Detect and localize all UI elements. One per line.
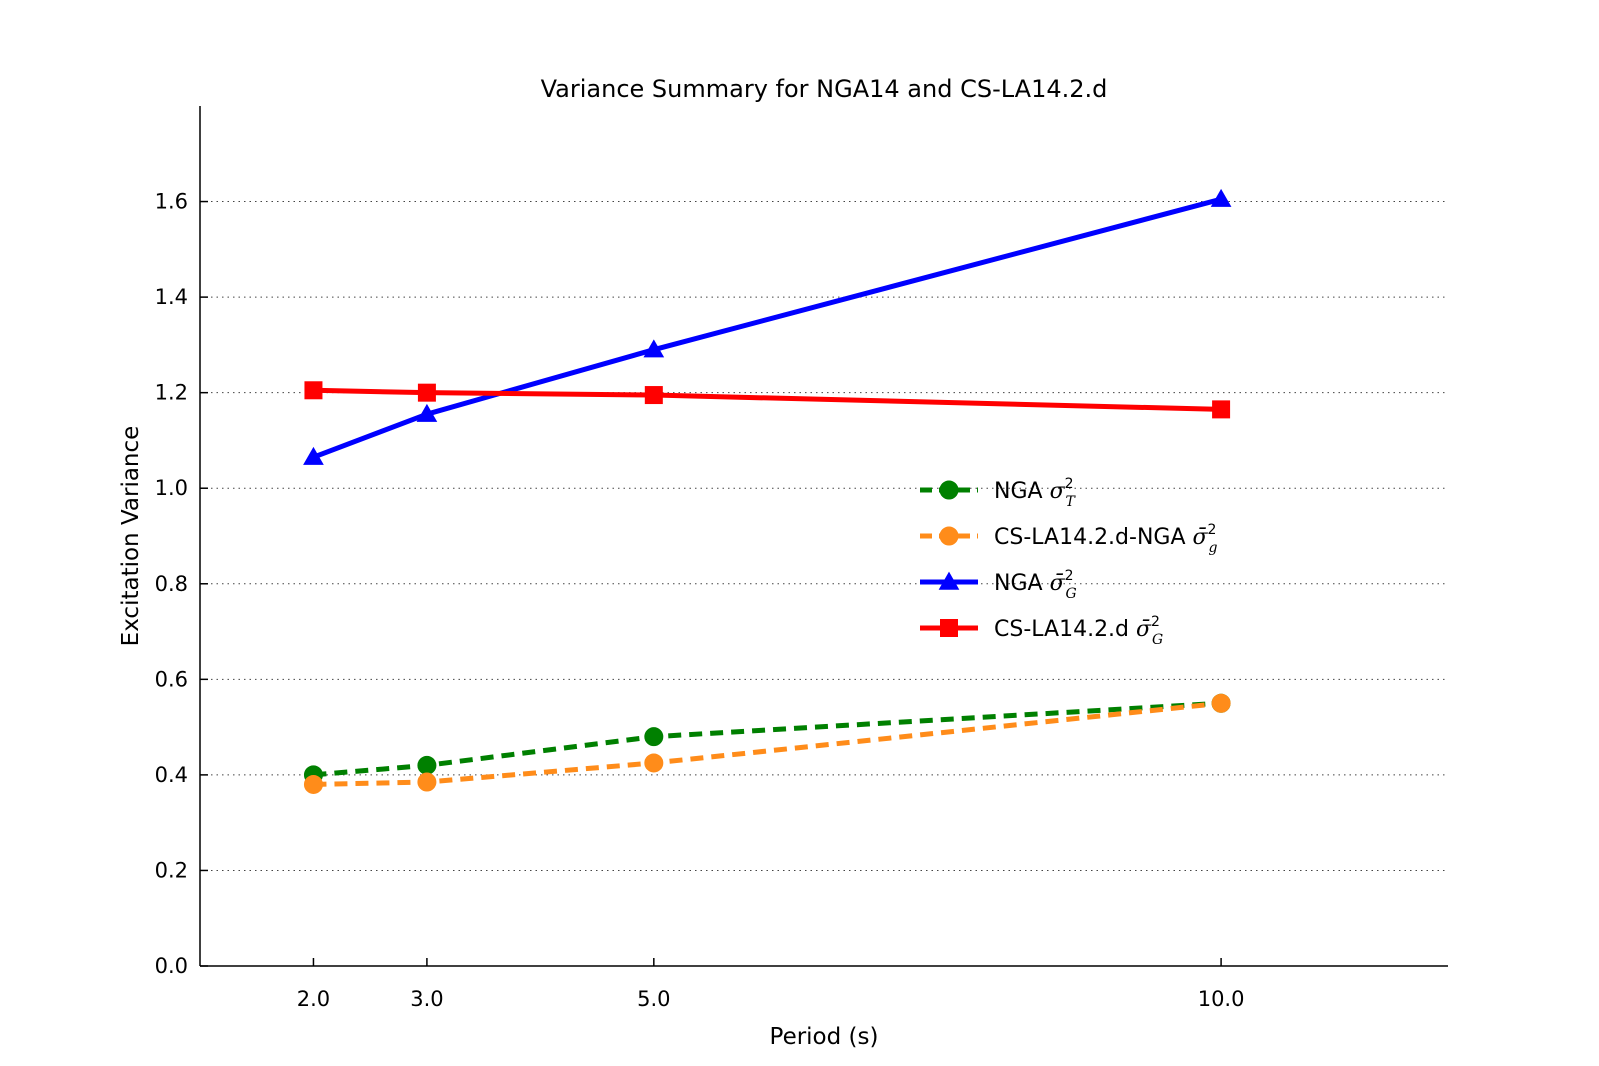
data-point: [303, 774, 323, 794]
x-tick-label: 3.0: [410, 987, 443, 1011]
y-tick-label: 0.8: [155, 572, 188, 596]
series-group: [303, 188, 1232, 794]
y-axis-ticks: 0.0 0.2 0.4 0.6 0.8 1.0 1.2 1.4 1.6: [155, 190, 208, 978]
series-3: [304, 381, 1231, 419]
y-tick-label: 1.0: [155, 476, 188, 500]
series-2: [303, 188, 1232, 465]
data-point: [644, 753, 664, 773]
y-tick-label: 1.2: [155, 381, 188, 405]
series-1: [303, 693, 1231, 794]
series-line: [313, 700, 1222, 787]
x-axis-label: Period (s): [770, 1024, 879, 1050]
y-tick-label: 0.4: [155, 763, 188, 787]
data-point: [417, 772, 437, 792]
data-point: [644, 386, 663, 405]
legend-label: CS-LA14.2.d σ̄2 G: [994, 614, 1163, 648]
legend-label: NGA σ2 T: [994, 476, 1077, 510]
legend-item: CS-LA14.2.d σ̄2 G: [920, 614, 1163, 648]
series-line: [313, 387, 1222, 412]
data-point: [417, 383, 436, 402]
y-tick-label: 0.2: [155, 858, 188, 882]
chart-title: Variance Summary for NGA14 and CS-LA14.2…: [541, 75, 1108, 103]
series-line: [312, 196, 1222, 460]
grid-lines: [200, 201, 1448, 871]
data-point: [304, 381, 323, 400]
data-point: [938, 571, 960, 590]
x-tick-label: 5.0: [637, 987, 670, 1011]
data-point: [1211, 693, 1231, 713]
data-point: [939, 480, 959, 500]
data-point: [417, 755, 437, 775]
legend-item: NGA σ2 T: [920, 476, 1077, 510]
y-tick-label: 1.6: [155, 190, 188, 214]
y-tick-label: 0.6: [155, 667, 188, 691]
data-point: [1210, 188, 1232, 207]
data-point: [939, 526, 959, 546]
x-axis-ticks: 2.0 3.0 5.0 10.0: [297, 958, 1245, 1011]
data-point: [644, 727, 664, 747]
axes: [199, 106, 1448, 967]
y-axis-label: Excitation Variance: [118, 426, 144, 647]
series-0: [303, 693, 1231, 785]
data-point: [303, 446, 324, 465]
legend-item: CS-LA14.2.d-NGA σ̄2 g: [920, 522, 1217, 556]
x-tick-label: 10.0: [1198, 987, 1245, 1011]
data-point: [416, 403, 438, 422]
legend-label: NGA σ̄2 G: [994, 568, 1077, 602]
legend-label: CS-LA14.2.d-NGA σ̄2 g: [994, 522, 1217, 556]
legend: NGA σ2 T CS-LA14.2.d-NGA σ̄2 g NGA σ̄2 G CS-LA…: [920, 476, 1217, 648]
data-point: [643, 339, 665, 358]
data-point: [1212, 400, 1231, 419]
y-tick-label: 0.0: [155, 954, 188, 978]
legend-item: NGA σ̄2 G: [920, 568, 1077, 602]
x-tick-label: 2.0: [297, 987, 330, 1011]
y-tick-label: 1.4: [155, 285, 188, 309]
series-line: [313, 700, 1222, 778]
data-point: [940, 619, 958, 637]
